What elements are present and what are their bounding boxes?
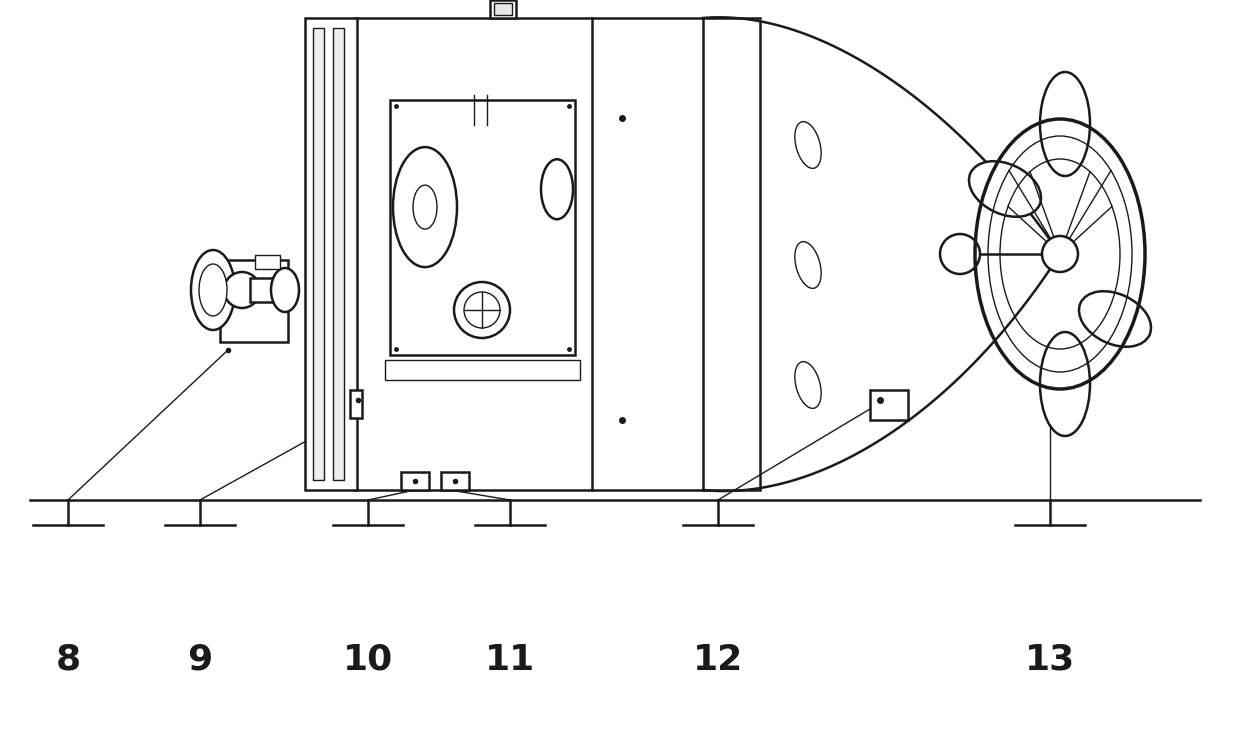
Bar	[494, 3, 512, 15]
Ellipse shape	[1042, 236, 1078, 272]
Text: 9: 9	[187, 643, 212, 677]
Bar	[384, 360, 580, 380]
Ellipse shape	[541, 159, 573, 219]
Bar	[401, 472, 429, 490]
Bar	[355, 18, 703, 490]
Ellipse shape	[198, 264, 227, 316]
Text: 11: 11	[485, 643, 536, 677]
Ellipse shape	[968, 161, 1042, 217]
Ellipse shape	[454, 282, 510, 338]
Ellipse shape	[795, 122, 821, 169]
Ellipse shape	[1040, 332, 1090, 436]
Bar	[870, 390, 908, 420]
Text: 13: 13	[1025, 643, 1075, 677]
Bar	[350, 390, 362, 418]
Bar	[490, 0, 516, 18]
Ellipse shape	[795, 242, 821, 288]
Bar	[441, 472, 469, 490]
Ellipse shape	[940, 234, 980, 274]
Bar	[255, 255, 280, 269]
Bar	[250, 278, 288, 302]
Ellipse shape	[1040, 72, 1090, 176]
Ellipse shape	[272, 268, 299, 312]
Ellipse shape	[464, 292, 500, 328]
Polygon shape	[703, 18, 1060, 491]
Text: 8: 8	[56, 643, 81, 677]
Bar	[305, 18, 357, 490]
Ellipse shape	[1079, 291, 1151, 347]
Bar	[312, 28, 324, 480]
Text: 12: 12	[693, 643, 743, 677]
Text: 10: 10	[343, 643, 393, 677]
Bar	[334, 28, 343, 480]
Bar	[219, 260, 288, 342]
Ellipse shape	[795, 361, 821, 408]
Ellipse shape	[413, 185, 436, 229]
Ellipse shape	[224, 272, 260, 308]
Ellipse shape	[393, 147, 458, 267]
Ellipse shape	[191, 250, 236, 330]
Bar	[391, 100, 575, 355]
